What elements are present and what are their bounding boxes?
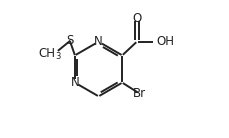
Text: N: N [94,35,103,48]
Text: OH: OH [155,35,173,48]
Text: O: O [132,12,141,25]
Text: Br: Br [132,87,145,100]
Text: 3: 3 [55,52,60,61]
Text: CH: CH [38,47,55,60]
Text: S: S [66,34,73,47]
Text: N: N [70,76,79,89]
